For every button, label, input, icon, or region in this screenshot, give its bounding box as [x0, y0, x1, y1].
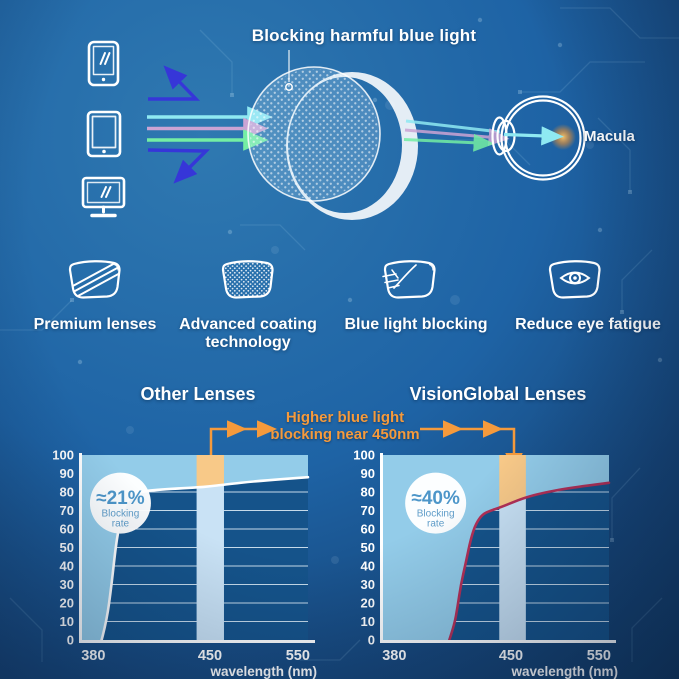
x-tick-label: 550: [286, 648, 310, 664]
monitor-icon: [81, 176, 126, 218]
y-tick-label: 70: [60, 503, 74, 518]
feature-label-premium-lenses: Premium lenses: [33, 316, 157, 333]
y-tick-label: 90: [361, 466, 375, 481]
eye-lens-icon: [548, 260, 601, 299]
y-tick-label: 30: [361, 577, 375, 592]
deflect-lens-icon: [382, 260, 436, 299]
blocking-rate-caption: Blocking: [102, 509, 140, 520]
y-tick-label: 60: [60, 522, 74, 537]
blue-light-annotation: Higher blue light blocking near 450nm: [253, 409, 437, 443]
y-tick-label: 70: [361, 503, 375, 518]
blocking-highlight-band: [499, 455, 526, 508]
blocking-highlight-band: [196, 455, 224, 488]
blocking-rate-value: ≈40%: [411, 488, 460, 509]
transmitted-region: [449, 482, 609, 640]
transmission-curve: [448, 481, 611, 642]
blocking-rate-value: ≈21%: [96, 488, 145, 509]
y-tick-label: 80: [361, 485, 375, 500]
blocking-rate-badge: [89, 472, 151, 534]
annotation-line-1: Higher blue light: [285, 409, 405, 426]
feature-label-reduce-eye-fatigue: Reduce eye fatigue: [515, 316, 661, 333]
y-tick-label: 40: [361, 559, 375, 574]
y-tick-label: 40: [60, 559, 74, 574]
x-tick-label: 450: [499, 648, 523, 664]
y-tick-label: 90: [60, 466, 74, 481]
y-tick-label: 10: [60, 614, 74, 629]
other-lenses-plot: 0 10 20 30 40 50 60 70 80 90 100 380 450 550wavelengt…: [52, 448, 317, 679]
y-tick-label: 0: [67, 633, 74, 648]
blocking-rate-caption: Blocking: [417, 509, 455, 520]
x-tick-label: 550: [587, 648, 611, 664]
feature-icons-row: [68, 260, 601, 299]
annotation-line-2: blocking near 450nm: [270, 425, 420, 443]
reflected-ray-up-arrow: [148, 65, 201, 101]
visionglobal-lenses-plot: 0 10 20 30 40 50 60 70 80 90 100 380 450 550wavelengt…: [353, 448, 618, 679]
x-tick-label: 380: [382, 648, 406, 664]
lens-coating-mesh: [250, 69, 378, 199]
x-axis-label: wavelength (nm): [209, 664, 317, 679]
wavelength-450-band: [499, 497, 526, 640]
reflected-ray-down-arrow: [147, 148, 211, 184]
blue-light-diagram: [81, 40, 586, 220]
other-lenses-chart: 0 10 20 30 40 50 60 70 80 90 100 380 450 550 wavelengt…: [48, 446, 320, 679]
x-axis-label: wavelength (nm): [510, 664, 618, 679]
y-tick-label: 20: [60, 596, 74, 611]
y-tick-label: 0: [368, 633, 375, 648]
striped-lens-icon: [68, 260, 121, 299]
macula-label: Macula: [584, 128, 635, 145]
y-tick-label: 50: [361, 540, 375, 555]
diagram-title: Blocking harmful blue light: [251, 26, 477, 45]
y-tick-label: 50: [60, 540, 74, 555]
feature-label-advanced-coating: Advanced coating technology: [179, 316, 317, 351]
visionglobal-lenses-chart: 0 10 20 30 40 50 60 70 80 90 100 380 450 550 wavelengt…: [349, 446, 621, 679]
ray-to-macula-arrow: [503, 126, 564, 146]
wavelength-450-band: [196, 484, 224, 640]
blocking-rate-caption: rate: [427, 519, 445, 530]
x-tick-label: 450: [198, 648, 222, 664]
visionglobal-lenses-title: VisionGlobal Lenses: [409, 384, 587, 404]
title-leader-dot: [285, 83, 293, 91]
transmitted-cyan-beam: [405, 119, 501, 134]
y-tick-label: 100: [353, 448, 375, 463]
y-tick-label: 80: [60, 485, 74, 500]
y-tick-label: 10: [361, 614, 375, 629]
y-tick-label: 60: [361, 522, 375, 537]
blocking-rate-caption: rate: [112, 519, 130, 530]
y-tick-label: 20: [361, 596, 375, 611]
other-lenses-title: Other Lenses: [140, 384, 256, 404]
tablet-icon: [86, 110, 122, 158]
y-tick-label: 100: [52, 448, 74, 463]
blocking-rate-badge: [405, 472, 467, 534]
eye-diagram: [491, 95, 586, 181]
dotted-lens-icon: [221, 260, 274, 299]
smartphone-icon: [87, 40, 120, 87]
y-tick-label: 30: [60, 577, 74, 592]
transmitted-green-beam: [403, 133, 495, 152]
feature-label-blue-light-blocking: Blue light blocking: [344, 316, 488, 333]
x-tick-label: 380: [81, 648, 105, 664]
